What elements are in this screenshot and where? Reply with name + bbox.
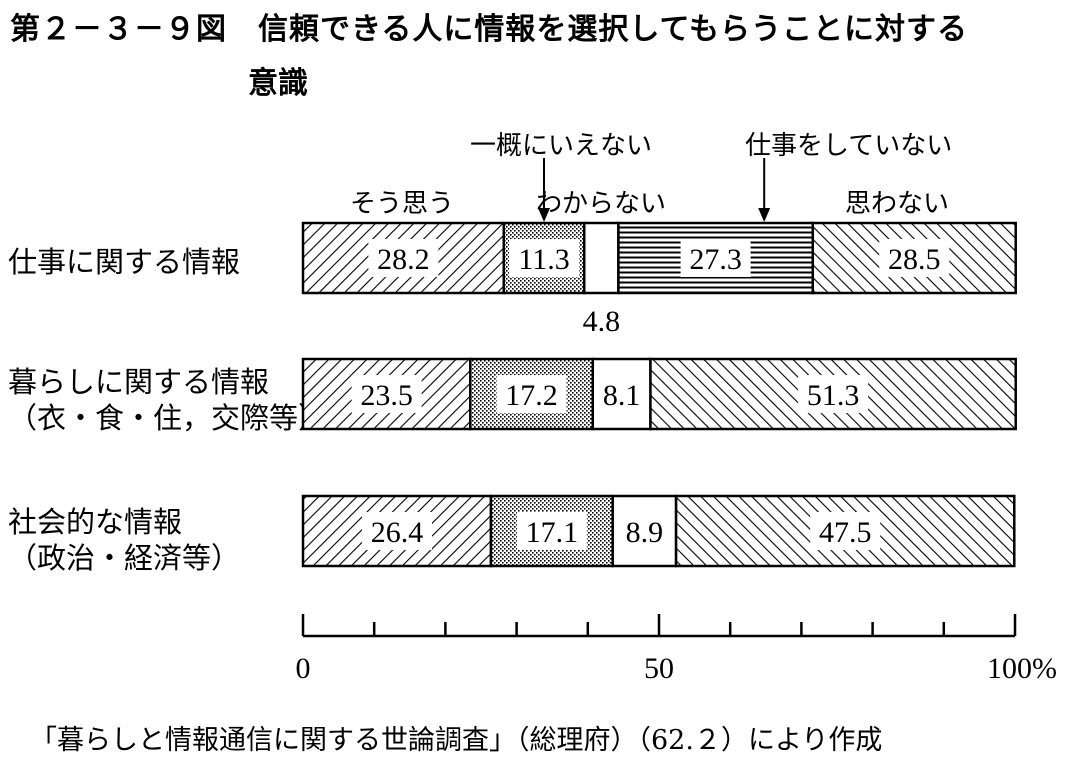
legend-label-wakaranai: わからない [536,189,667,219]
callout-arrows [538,158,771,222]
chart-title-line2: 意識 [248,66,308,101]
legend-label-shigotonashi: 仕事をしていない [745,131,953,161]
data-label-r0-s1: 11.3 [518,243,569,276]
data-label-r0-s3: 27.3 [689,243,742,276]
data-label-bg-r1-s2 [594,375,650,413]
data-label-r1-s0: 23.5 [360,379,413,412]
data-label-bg-r0-s0 [368,239,439,277]
data-label-r0-s0: 28.2 [377,243,430,276]
legend-label-ichigai: 一概にいえない [470,131,653,161]
data-label-r0-s4: 28.5 [888,243,941,276]
bar-segment-r0-s2 [582,221,620,295]
data-label-r1-s2: 8.1 [603,379,641,412]
x-tick-label-0: 0 [296,652,311,685]
data-label-bg-r2-s0 [361,512,432,550]
row-label-life-sub: （衣・食・住，交際等） [8,401,328,435]
chart-title: 第２－３－９図 信頼できる人に情報を選択してもらうことに対する [10,12,968,47]
row-label-life: 暮らしに関する情報 [8,365,270,399]
data-label-r2-s2: 8.9 [626,516,664,549]
arrow-shigotonashi-head [758,208,771,222]
bar-segment-r0-s4 [811,221,1017,295]
source-note: 「暮らしと情報通信に関する世論調査」（総理府）（62.２）により作成 [30,725,883,756]
data-label-r2-s1: 17.1 [526,516,579,549]
x-tick-label-100: 100% [987,652,1057,685]
x-axis: 0 50 100% [296,614,1057,685]
legend-label-omowanai: 思わない [845,189,950,219]
data-label-r1-s1: 17.2 [505,379,558,412]
row-label-social-sub: （政治・経済等） [8,541,241,575]
arrow-ichigai-head [538,208,551,222]
data-label-r2-s4: 47.5 [819,516,872,549]
legend-label-soomou: そう思う [350,189,455,219]
data-label-r2-s0: 26.4 [371,516,424,549]
data-label-bg-r2-s2 [616,512,672,550]
data-label-r1-s4: 51.3 [807,379,860,412]
data-label-bg-r1-s0 [351,375,422,413]
bars-group: 28.2 11.3 4.8 27.3 28.5 23.5 17.2 8.1 51.3 26.4 17… [301,221,1017,568]
data-label-bg-r0-s1 [509,239,580,277]
data-label-bg-r0-s4 [879,239,950,277]
data-label-bg-r1-s1 [496,375,567,413]
data-label-bg-r0-s3 [680,239,751,277]
data-label-bg-r2-s4 [810,512,881,550]
bar-segment-r0-s3 [617,221,815,295]
row-label-social: 社会的な情報 [8,505,183,539]
data-label-bg-r2-s1 [516,512,587,550]
data-label-bg-r1-s4 [798,375,869,413]
row-label-work: 仕事に関する情報 [8,245,241,279]
data-label-outside-r0-s2: 4.8 [583,305,621,338]
x-tick-label-50: 50 [644,652,674,685]
